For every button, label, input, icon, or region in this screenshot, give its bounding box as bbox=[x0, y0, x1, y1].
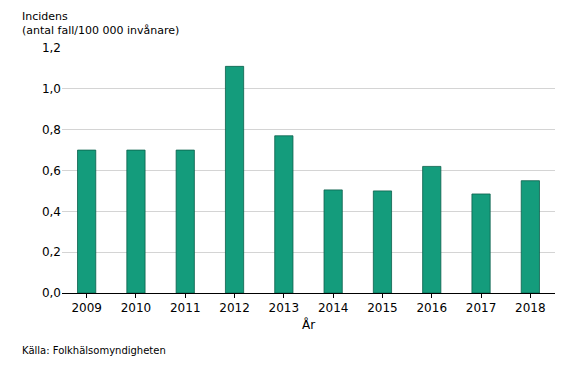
svg-text:1,0: 1,0 bbox=[42, 82, 61, 96]
svg-text:1,2: 1,2 bbox=[42, 41, 61, 55]
svg-text:2011: 2011 bbox=[170, 301, 201, 315]
svg-text:0,6: 0,6 bbox=[42, 164, 61, 178]
svg-text:2012: 2012 bbox=[219, 301, 250, 315]
svg-text:2014: 2014 bbox=[318, 301, 349, 315]
svg-text:Incidens(antal fall/100 000 in: Incidens(antal fall/100 000 invånare) bbox=[22, 10, 179, 37]
svg-text:2017: 2017 bbox=[466, 301, 497, 315]
svg-text:0,0: 0,0 bbox=[42, 286, 61, 300]
svg-text:2018: 2018 bbox=[515, 301, 546, 315]
svg-text:Källa: Folkhälsomyndigheten: Källa: Folkhälsomyndigheten bbox=[22, 345, 166, 356]
svg-text:0,4: 0,4 bbox=[42, 205, 61, 219]
svg-text:2015: 2015 bbox=[367, 301, 398, 315]
svg-text:2009: 2009 bbox=[71, 301, 102, 315]
svg-text:År: År bbox=[302, 317, 315, 332]
svg-text:2016: 2016 bbox=[416, 301, 447, 315]
svg-text:2013: 2013 bbox=[269, 301, 300, 315]
svg-text:0,2: 0,2 bbox=[42, 245, 61, 259]
svg-text:0,8: 0,8 bbox=[42, 123, 61, 137]
svg-text:2010: 2010 bbox=[121, 301, 152, 315]
